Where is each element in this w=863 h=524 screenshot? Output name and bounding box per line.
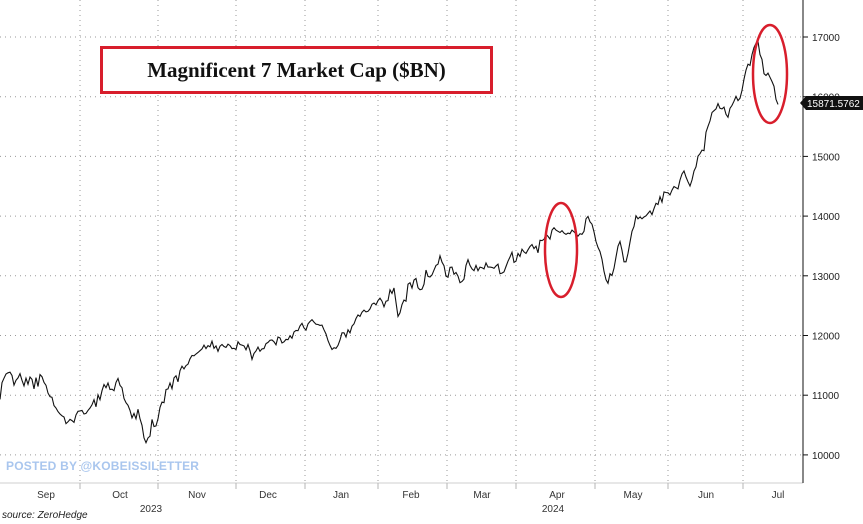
month-label: May [624,490,643,501]
month-label: Jul [772,490,785,501]
month-label: Feb [402,490,420,501]
source-note: source: ZeroHedge [2,510,88,521]
month-label: Oct [112,490,128,501]
x-tick-marks [79,483,744,489]
y-tick-label: 17000 [812,33,840,44]
year-label: 2023 [140,504,163,515]
y-tick-label: 13000 [812,272,840,283]
chart-title: Magnificent 7 Market Cap ($BN) [147,57,446,82]
y-tick-label: 14000 [812,212,840,223]
month-label: Apr [549,490,565,501]
month-label: Mar [473,490,491,501]
month-labels: Sep Oct Nov Dec Jan Feb Mar Apr May Jun Jul [37,490,784,501]
month-label: Sep [37,490,55,501]
year-labels: 2023 2024 [140,504,565,515]
chart-title-box: Magnificent 7 Market Cap ($BN) [100,46,493,94]
last-value-tag: 15871.5762 [800,96,863,110]
last-value-tag-shape [800,96,863,110]
month-label: Jan [333,490,349,501]
month-label: Jun [698,490,714,501]
market-cap-line [0,40,779,445]
month-label: Dec [259,490,277,501]
july-dip-highlight [751,23,789,125]
last-value-label: 15871.5762 [807,99,860,110]
y-tick-label: 15000 [812,152,840,163]
y-tick-label: 10000 [812,451,840,462]
y-tick-label: 11000 [812,391,840,402]
april-dip-highlight [543,201,579,299]
month-label: Nov [188,490,206,501]
watermark-text: POSTED BY @KOBEISSILETTER [6,459,200,473]
year-label: 2024 [542,504,565,515]
y-tick-label: 12000 [812,332,840,343]
